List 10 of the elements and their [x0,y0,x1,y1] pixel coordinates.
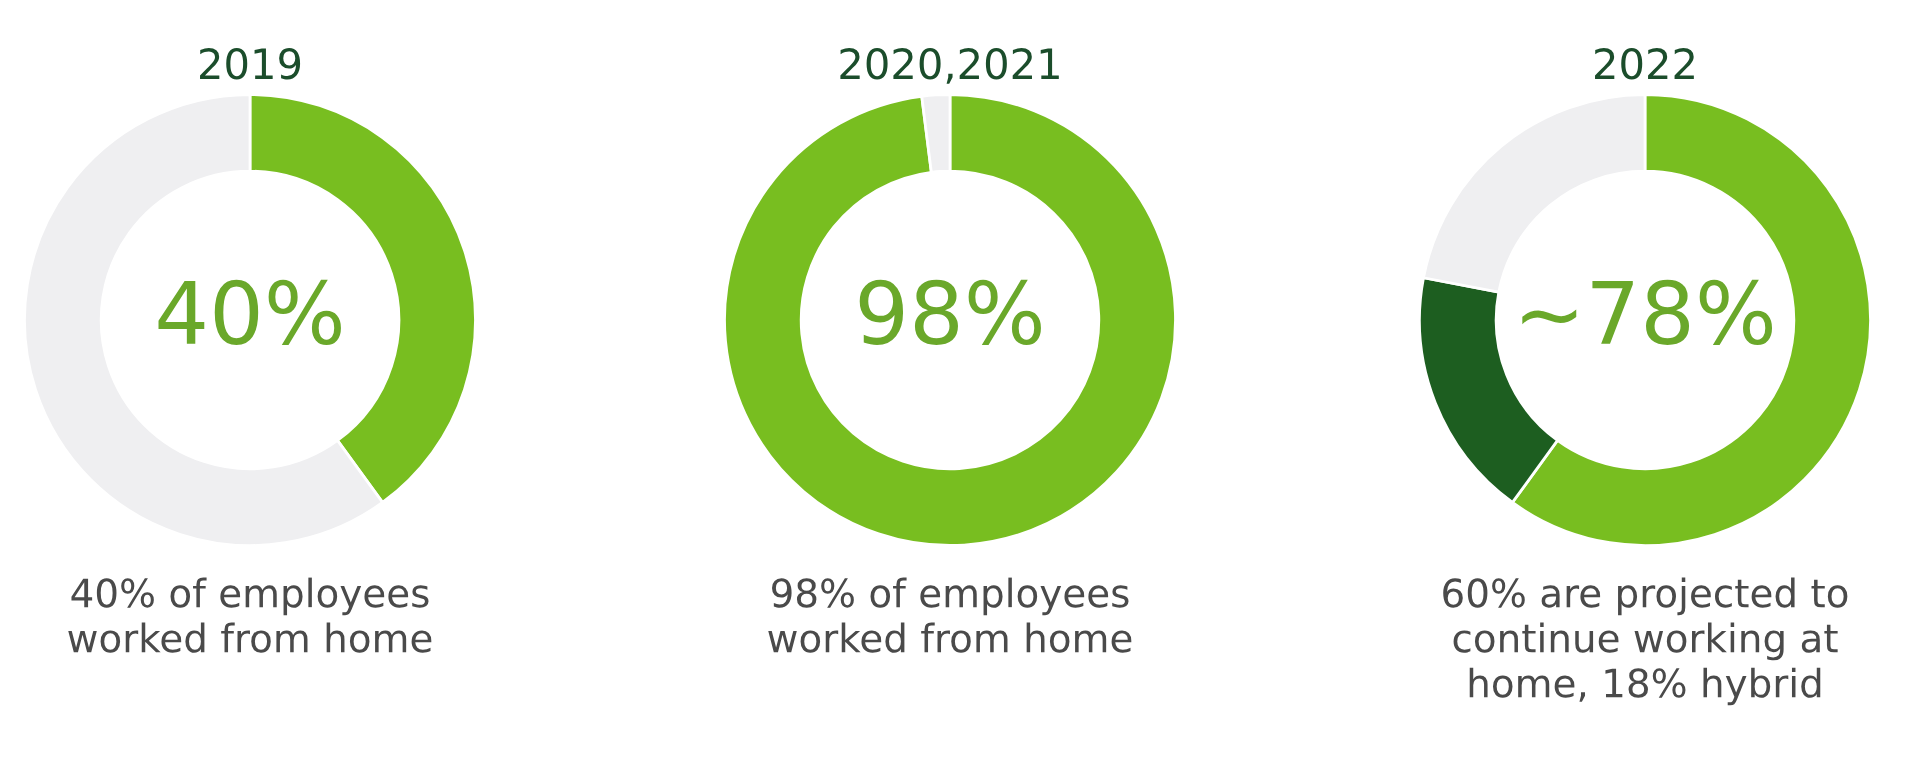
chart-title: 2022 [1595,47,1694,80]
text: ~78% [1522,279,1773,345]
text: 40% [158,279,341,345]
text: 98% of employees worked from home [768,577,1132,653]
donut-slice [723,93,1177,547]
text: 98% [859,279,1041,345]
chart-title: 2019 [200,47,301,80]
text: 60% are projected to continue working at home, 18% hybrid [1443,577,1848,706]
text: 40% of employees worked from home [68,577,432,653]
chart-title: 2020,2021 [840,47,1059,84]
